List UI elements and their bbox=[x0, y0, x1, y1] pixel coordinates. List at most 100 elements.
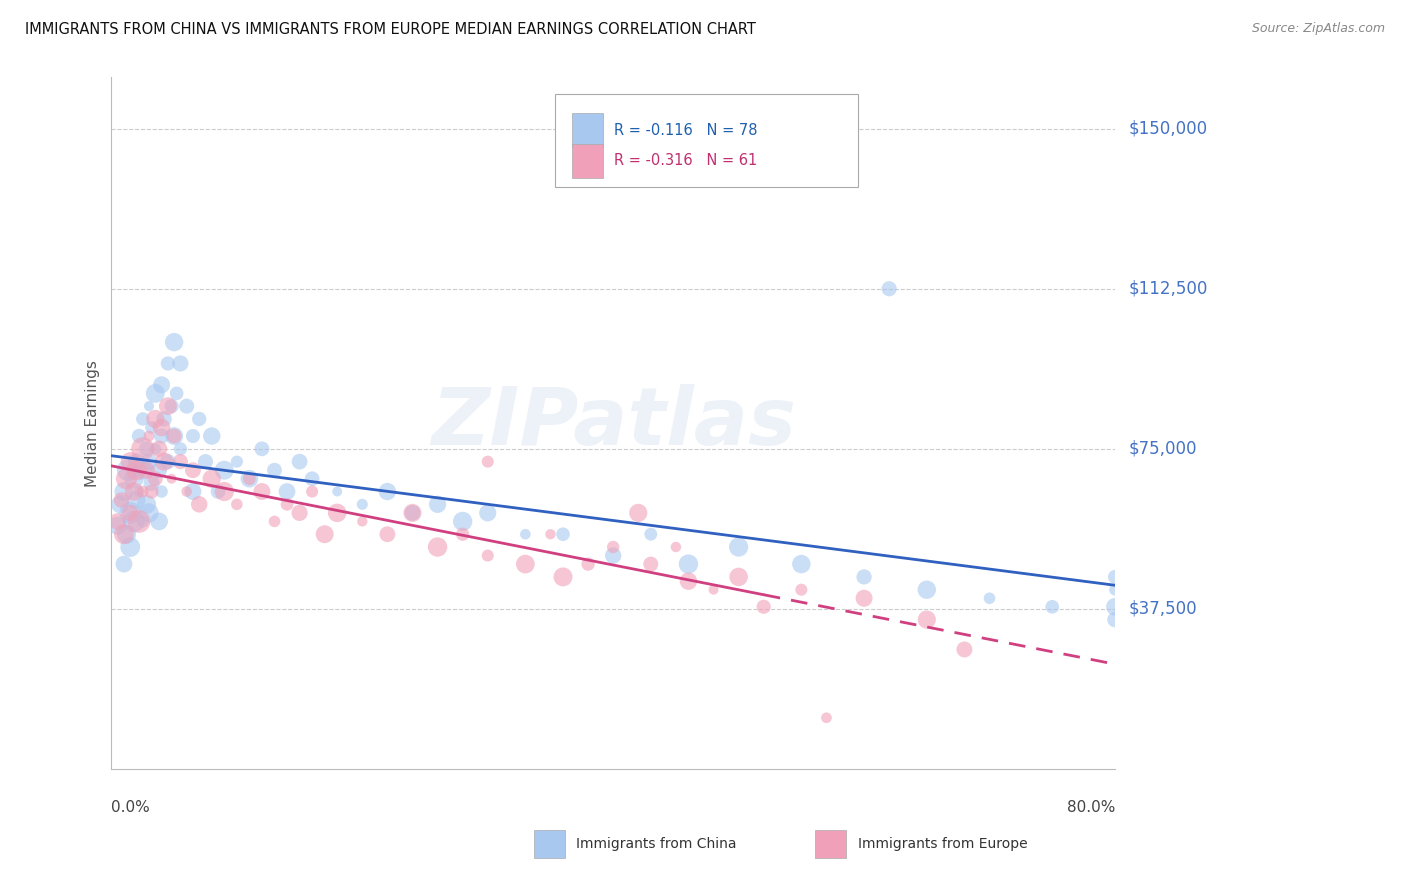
Point bbox=[377, 484, 399, 499]
Point bbox=[120, 506, 142, 520]
Point bbox=[160, 399, 183, 413]
Point bbox=[181, 484, 204, 499]
Text: $150,000: $150,000 bbox=[1129, 120, 1208, 137]
Point bbox=[108, 497, 131, 511]
Point bbox=[515, 557, 537, 571]
Point bbox=[250, 484, 273, 499]
Point bbox=[194, 455, 217, 469]
Point bbox=[602, 540, 624, 554]
Point bbox=[288, 506, 311, 520]
Point bbox=[112, 527, 135, 541]
Point bbox=[138, 455, 160, 469]
Point bbox=[576, 557, 599, 571]
Point bbox=[727, 540, 749, 554]
Point bbox=[477, 549, 499, 563]
Point bbox=[120, 455, 142, 469]
Point bbox=[301, 484, 323, 499]
Point bbox=[138, 399, 160, 413]
Point bbox=[627, 506, 650, 520]
Point bbox=[515, 527, 537, 541]
Text: R = -0.116   N = 78: R = -0.116 N = 78 bbox=[614, 123, 758, 137]
Point bbox=[426, 497, 449, 511]
Point bbox=[112, 484, 135, 499]
Point bbox=[225, 497, 247, 511]
Point bbox=[238, 472, 260, 486]
Point bbox=[314, 527, 336, 541]
Point bbox=[153, 412, 176, 426]
Point bbox=[135, 442, 157, 456]
Point bbox=[377, 527, 399, 541]
Point bbox=[250, 442, 273, 456]
Point bbox=[148, 463, 170, 477]
Point bbox=[141, 420, 163, 434]
Point bbox=[815, 711, 838, 725]
Point bbox=[953, 642, 976, 657]
Point bbox=[169, 356, 191, 370]
Point bbox=[148, 515, 170, 529]
Text: Immigrants from China: Immigrants from China bbox=[576, 837, 737, 851]
Point bbox=[263, 463, 285, 477]
Point bbox=[148, 442, 170, 456]
Point bbox=[214, 463, 236, 477]
Point bbox=[426, 540, 449, 554]
Point bbox=[138, 506, 160, 520]
Text: 80.0%: 80.0% bbox=[1067, 799, 1115, 814]
Text: Source: ZipAtlas.com: Source: ZipAtlas.com bbox=[1251, 22, 1385, 36]
Point bbox=[853, 591, 876, 606]
Text: R = -0.316   N = 61: R = -0.316 N = 61 bbox=[614, 153, 758, 168]
Point bbox=[352, 497, 374, 511]
Point bbox=[326, 484, 349, 499]
Point bbox=[156, 356, 179, 370]
Point bbox=[122, 515, 145, 529]
Point bbox=[451, 515, 474, 529]
Point bbox=[143, 442, 166, 456]
Point bbox=[115, 472, 138, 486]
Point bbox=[1104, 599, 1126, 614]
Point bbox=[122, 472, 145, 486]
Point bbox=[122, 484, 145, 499]
Point bbox=[143, 472, 166, 486]
Point bbox=[915, 613, 938, 627]
Point bbox=[188, 497, 211, 511]
Point bbox=[125, 493, 148, 508]
Point bbox=[551, 570, 574, 584]
Text: 0.0%: 0.0% bbox=[111, 799, 150, 814]
Point bbox=[169, 455, 191, 469]
Point bbox=[790, 557, 813, 571]
Point bbox=[150, 429, 173, 443]
Point bbox=[201, 429, 224, 443]
Point bbox=[1104, 613, 1126, 627]
Point bbox=[156, 455, 179, 469]
Text: ZIPatlas: ZIPatlas bbox=[430, 384, 796, 462]
Point bbox=[1040, 599, 1063, 614]
Point bbox=[128, 515, 150, 529]
Point bbox=[176, 399, 198, 413]
Point bbox=[132, 463, 155, 477]
Point bbox=[163, 429, 186, 443]
Point bbox=[163, 335, 186, 350]
Point bbox=[201, 472, 224, 486]
Point bbox=[665, 540, 688, 554]
Point bbox=[188, 412, 211, 426]
Point bbox=[207, 484, 229, 499]
Point bbox=[150, 377, 173, 392]
Point bbox=[551, 527, 574, 541]
Point bbox=[120, 540, 142, 554]
Point bbox=[301, 472, 323, 486]
Point bbox=[225, 455, 247, 469]
Point bbox=[276, 484, 298, 499]
Point bbox=[276, 497, 298, 511]
Text: $75,000: $75,000 bbox=[1129, 440, 1198, 458]
Point bbox=[477, 455, 499, 469]
Point bbox=[540, 527, 562, 541]
Point bbox=[141, 484, 163, 499]
Point bbox=[153, 455, 176, 469]
Point bbox=[163, 429, 186, 443]
Point bbox=[401, 506, 423, 520]
Point bbox=[181, 429, 204, 443]
Point bbox=[107, 515, 129, 529]
Point bbox=[451, 527, 474, 541]
Point bbox=[602, 549, 624, 563]
Point bbox=[979, 591, 1001, 606]
Point bbox=[115, 527, 138, 541]
